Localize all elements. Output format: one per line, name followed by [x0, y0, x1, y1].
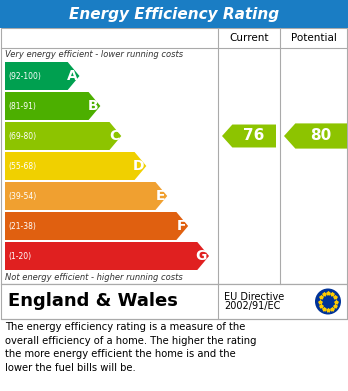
Polygon shape [5, 152, 147, 180]
Text: E: E [156, 189, 165, 203]
Text: Energy Efficiency Rating: Energy Efficiency Rating [69, 7, 279, 22]
Polygon shape [5, 182, 167, 210]
Polygon shape [222, 124, 276, 147]
Text: (92-100): (92-100) [8, 72, 41, 81]
Text: D: D [133, 159, 144, 173]
Polygon shape [5, 212, 188, 240]
Polygon shape [284, 124, 347, 149]
Text: 76: 76 [244, 129, 265, 143]
Polygon shape [5, 62, 79, 90]
Text: Not energy efficient - higher running costs: Not energy efficient - higher running co… [5, 273, 183, 282]
Bar [1, 284, 347, 319]
Bar [0, 0, 348, 28]
Text: Very energy efficient - lower running costs: Very energy efficient - lower running co… [5, 50, 183, 59]
Circle shape [315, 289, 341, 314]
Text: The energy efficiency rating is a measure of the
overall efficiency of a home. T: The energy efficiency rating is a measur… [5, 322, 256, 373]
Text: A: A [67, 69, 78, 83]
Polygon shape [5, 122, 121, 150]
Text: F: F [177, 219, 186, 233]
Text: (69-80): (69-80) [8, 131, 36, 140]
Text: (55-68): (55-68) [8, 161, 36, 170]
Bar [1, 28, 347, 284]
Text: Current: Current [229, 33, 269, 43]
Text: England & Wales: England & Wales [8, 292, 178, 310]
Text: 2002/91/EC: 2002/91/EC [224, 301, 280, 312]
Text: (21-38): (21-38) [8, 221, 36, 231]
Polygon shape [5, 92, 100, 120]
Text: G: G [196, 249, 207, 263]
Polygon shape [5, 242, 209, 270]
Text: Potential: Potential [291, 33, 337, 43]
Text: C: C [109, 129, 119, 143]
Text: B: B [88, 99, 98, 113]
Text: (81-91): (81-91) [8, 102, 36, 111]
Text: (39-54): (39-54) [8, 192, 36, 201]
Text: 80: 80 [310, 129, 332, 143]
Text: (1-20): (1-20) [8, 251, 31, 260]
Text: EU Directive: EU Directive [224, 292, 284, 301]
